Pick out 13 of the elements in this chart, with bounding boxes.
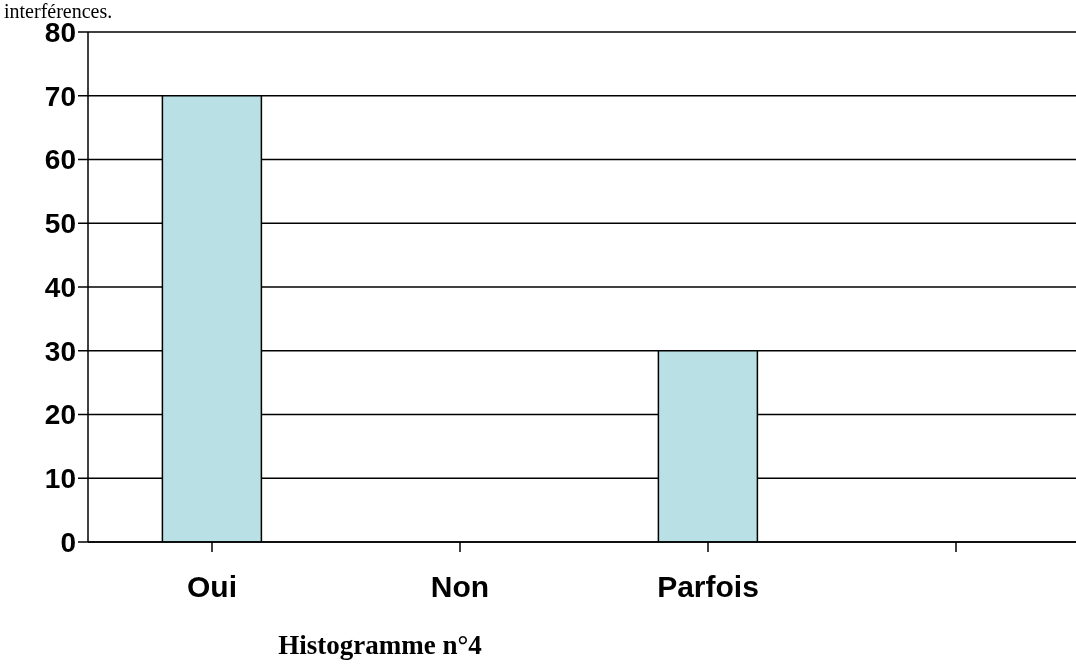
x-tick-label: Parfois <box>657 570 759 604</box>
y-tick-label: 50 <box>44 208 76 240</box>
y-tick-label: 0 <box>60 526 76 558</box>
y-tick-label: 70 <box>44 80 76 112</box>
text: Histogramme n°4 <box>277 630 483 661</box>
y-tick-label: 20 <box>44 399 76 431</box>
x-tick-label: Non <box>430 570 490 604</box>
y-tick-label: 10 <box>44 463 76 495</box>
text: interférences. <box>4 0 113 23</box>
x-tick-label: Oui <box>187 570 237 604</box>
y-tick-label: 30 <box>44 335 76 367</box>
y-tick-label: 40 <box>44 271 76 303</box>
y-tick-label: 60 <box>44 144 76 176</box>
